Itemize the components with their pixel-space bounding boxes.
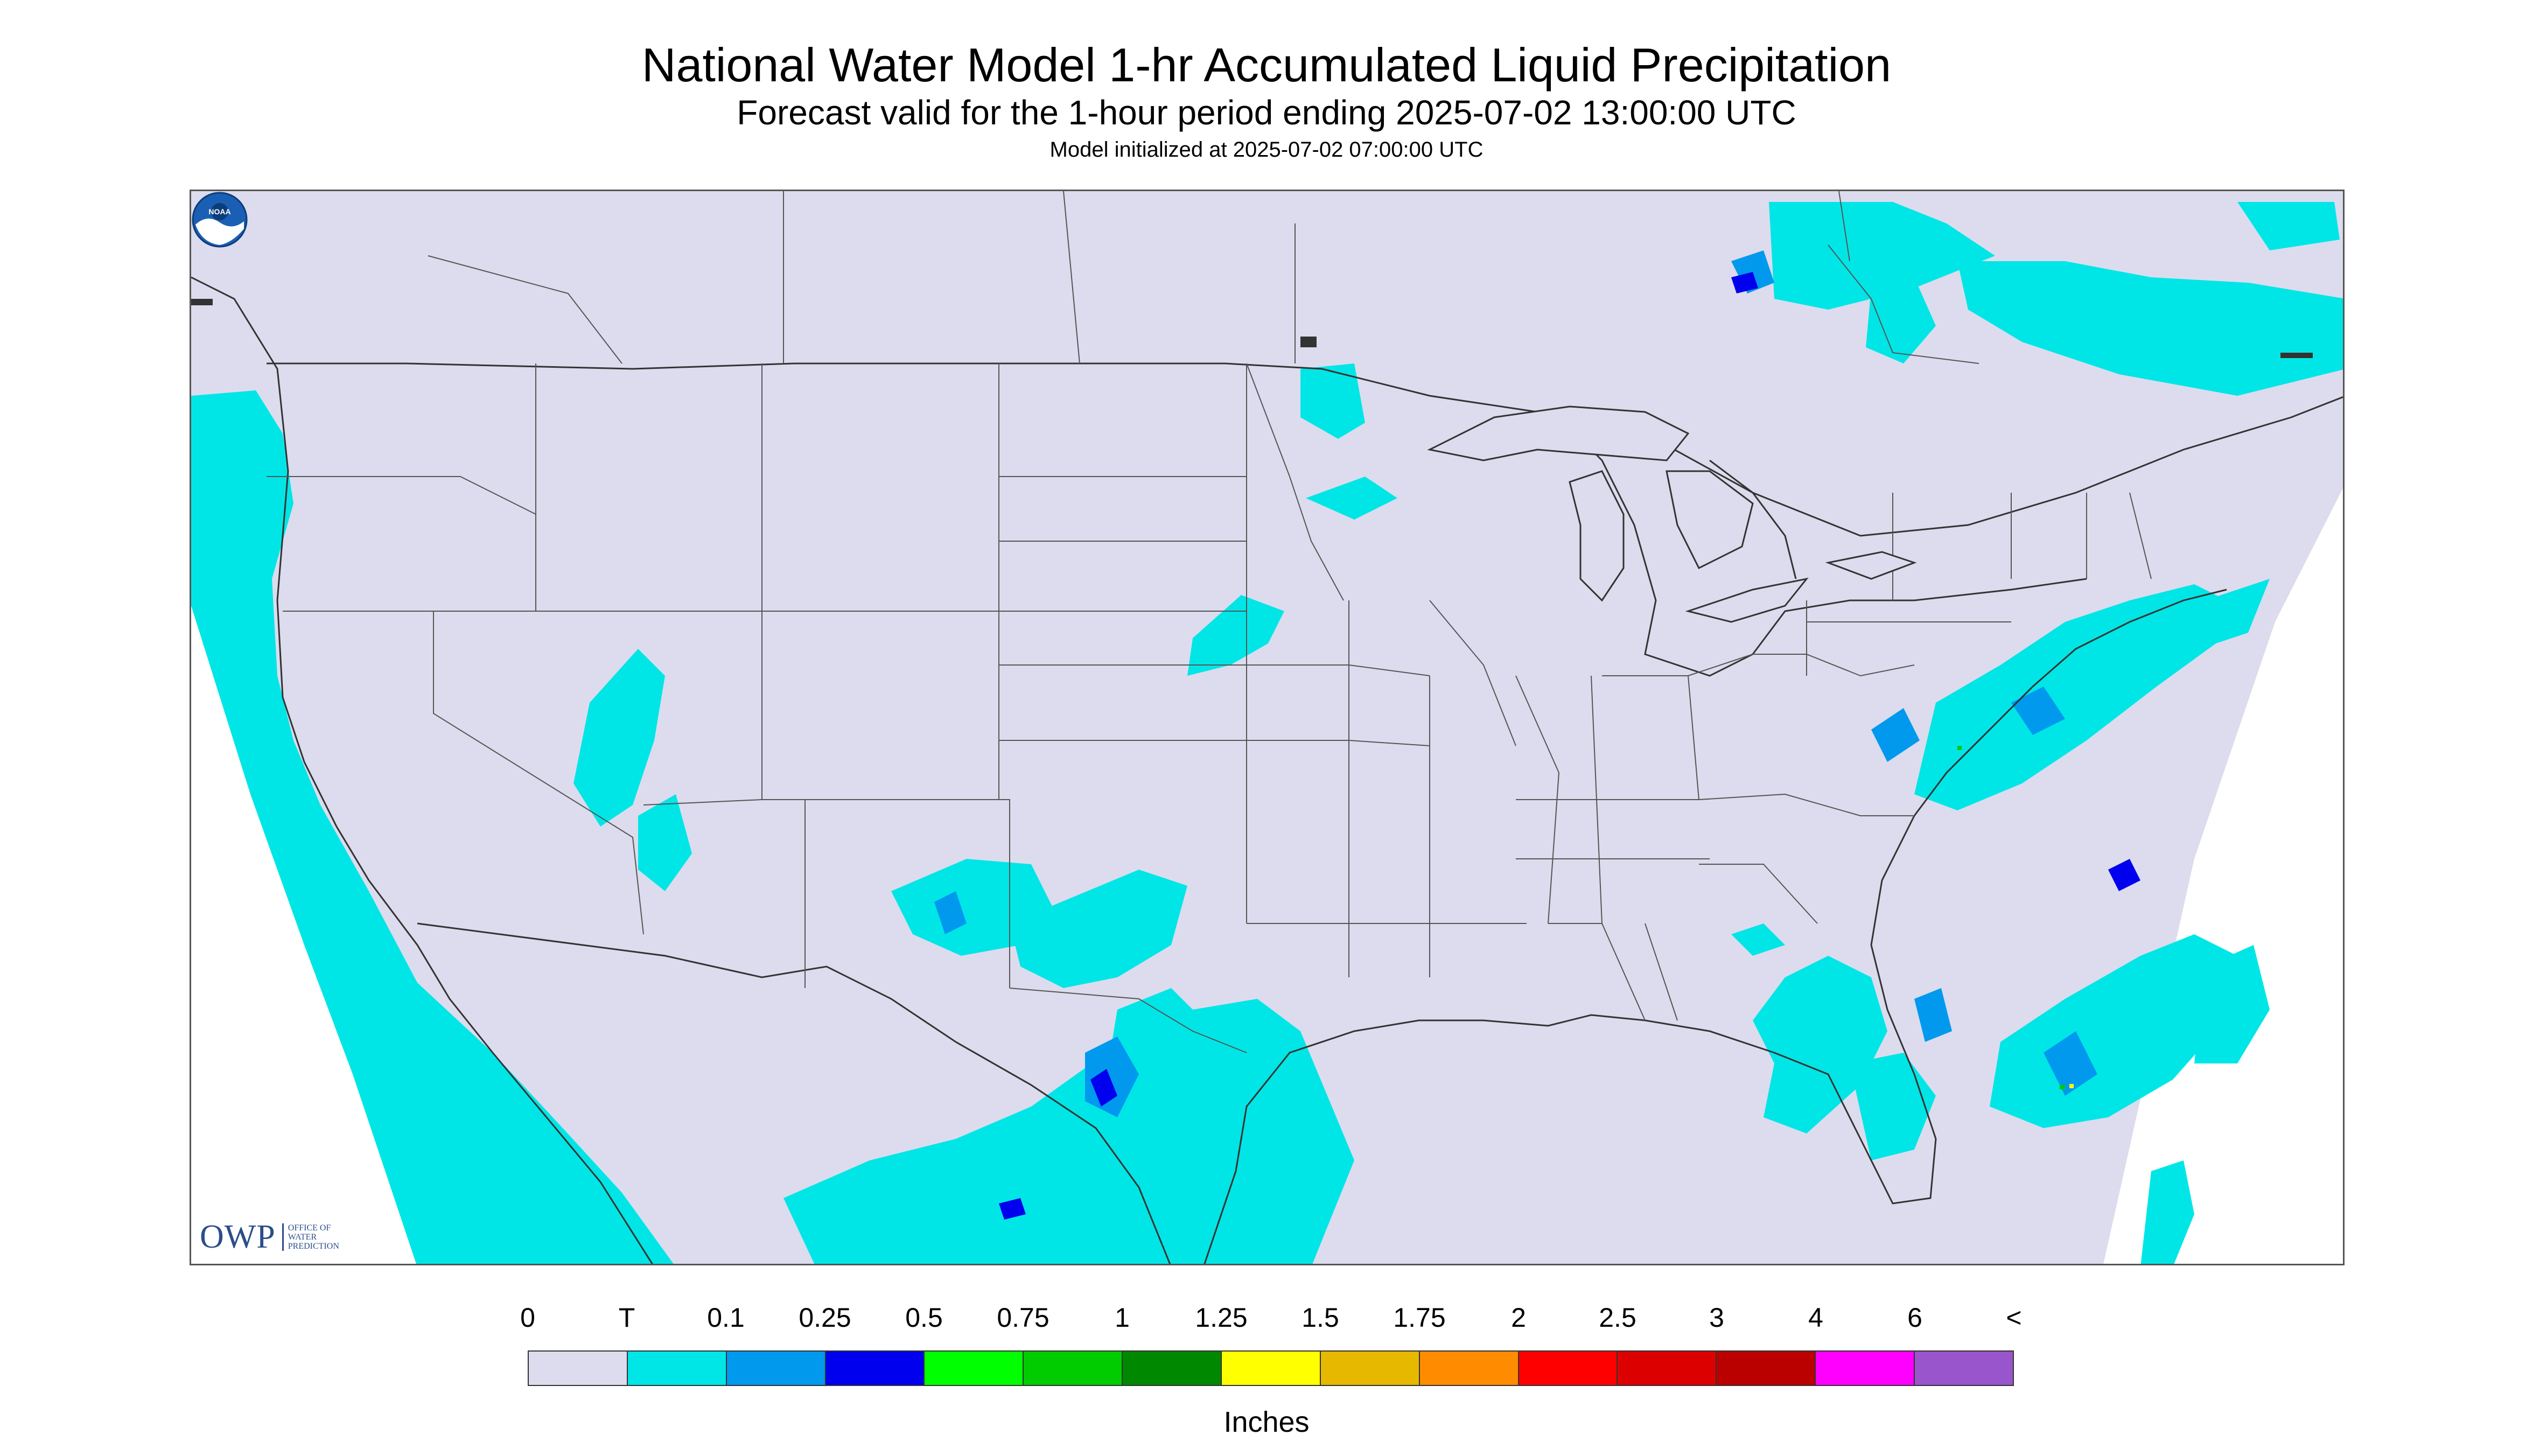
legend-labels: 0 T 0.1 0.25 0.5 0.75 1 1.25 1.5 1.75 2 2.5 3 4 6 < [520,1302,2022,1334]
legend-label: < [2006,1303,2022,1333]
legend-label: 1.75 [1393,1303,1446,1333]
legend-label: 0.75 [997,1303,1049,1333]
legend-color-box [925,1352,1024,1385]
legend-color-box [726,1352,826,1385]
owp-logo-text: OFFICE OF WATER PREDICTION [282,1223,339,1251]
precip-light [934,250,2097,1117]
lake-superior [1427,405,1690,461]
legend-color-box [1519,1352,1618,1385]
map-subtitle: Forecast valid for the 1-hour period end… [737,93,1796,132]
legend-color-box [627,1352,727,1385]
noaa-logo-text: NOAA [208,207,230,216]
legend-label: 0 [520,1303,535,1333]
legend-color-box [1123,1352,1222,1385]
legend-color-box [825,1352,925,1385]
legend-colorbar [528,1350,2014,1386]
owp-logo-line: OFFICE OF [288,1223,331,1233]
lake-huron [1666,470,1754,570]
legend-label: 2 [1511,1303,1526,1333]
legend-color-box [1419,1352,1519,1385]
great-lakes [1427,405,1917,623]
owp-logo-line: PREDICTION [288,1242,339,1251]
legend-label: 6 [1907,1303,1922,1333]
legend-color-box [1024,1352,1123,1385]
legend-label: 0.1 [707,1303,745,1333]
legend-color-box [529,1352,628,1385]
lake-michigan [1569,470,1625,602]
owp-logo: OWP OFFICE OF WATER PREDICTION [200,1218,339,1256]
model-init-time: Model initialized at 2025-07-02 07:00:00… [1049,138,1484,162]
state-boundaries [267,191,2152,1053]
precip-trace [191,202,2343,1264]
legend-label: 0.25 [799,1303,851,1333]
legend-units: Inches [1223,1406,1310,1438]
lake-ontario [1825,551,1917,580]
legend-color-box [1717,1352,1816,1385]
legend-label: 0.5 [905,1303,943,1333]
owp-logo-mark: OWP [200,1219,276,1255]
legend-color-box [1915,1352,2013,1385]
legend-label: 2.5 [1599,1303,1636,1333]
legend-color-box [1618,1352,1717,1385]
legend-label: 1 [1115,1303,1130,1333]
legend-label: 3 [1709,1303,1724,1333]
legend-label: T [618,1303,635,1333]
legend-color-box [1816,1352,1915,1385]
legend-label: 1.25 [1195,1303,1248,1333]
legend-label: 1.5 [1302,1303,1339,1333]
legend-label: 4 [1808,1303,1823,1333]
precipitation-map: OWP OFFICE OF WATER PREDICTION NOAA [190,190,2345,1265]
map-canvas [191,191,2343,1264]
minor-water-features [191,299,2313,358]
map-title: National Water Model 1-hr Accumulated Li… [641,38,1892,92]
noaa-logo: NOAA [192,192,248,248]
legend-color-box [1320,1352,1420,1385]
owp-logo-line: WATER [288,1233,317,1242]
lake-erie [1685,577,1809,623]
precip-moderate [999,272,2140,1220]
legend-color-box [1222,1352,1321,1385]
precip-heavy [1957,746,2074,1089]
